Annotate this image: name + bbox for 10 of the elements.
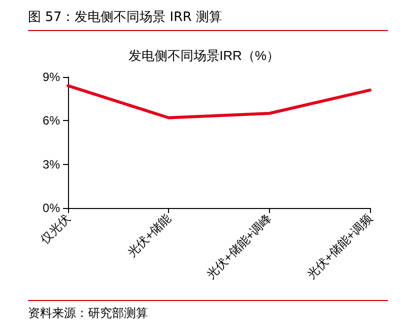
x-tick-label: 光伏+储能 xyxy=(124,211,174,260)
y-tick-label: 6% xyxy=(42,114,60,128)
x-tick-label: 光伏+储能+调峰 xyxy=(204,211,274,282)
text: 资料来源：研究部测算 xyxy=(28,300,388,322)
line-series xyxy=(66,84,372,120)
x-tick-label: 光伏+储能+调频 xyxy=(304,211,375,282)
chart-title: 图 57：发电侧不同场景 IRR 测算 xyxy=(28,8,388,31)
chart-subtitle: 发电侧不同场景IRR（%） xyxy=(128,48,280,63)
y-tick-label: 9% xyxy=(42,70,60,84)
y-tick-label: 3% xyxy=(42,157,60,172)
